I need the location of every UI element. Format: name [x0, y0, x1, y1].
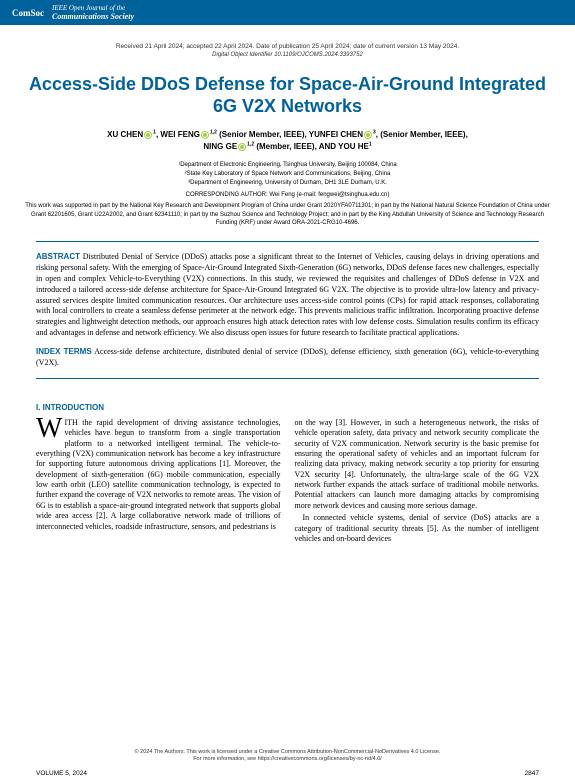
intro-paragraph-1: WITH the rapid development of driving as…: [36, 418, 281, 532]
journal-header: ComSoc IEEE Open Journal of the Communic…: [0, 0, 575, 25]
author-chen: XU CHEN: [107, 130, 143, 139]
intro-paragraph-2: on the way [3]. However, in such a heter…: [295, 418, 540, 512]
index-terms-label: INDEX TERMS: [36, 347, 92, 356]
orcid-icon: [201, 131, 209, 139]
intro-paragraph-3: In connected vehicle systems, denial of …: [295, 513, 540, 544]
journal-name: Communications Society: [52, 12, 134, 21]
abstract-text: Distributed Denial of Service (DDoS) att…: [36, 252, 539, 337]
affiliation-2: ²State Key Laboratory of Space Network a…: [24, 170, 551, 179]
affiliation-3: ³Department of Engineering, University o…: [24, 179, 551, 188]
volume-label: VOLUME 5, 2024: [36, 770, 87, 777]
funding-statement: This work was supported in part by the N…: [24, 202, 551, 227]
affiliations-block: ¹Department of Electronic Engineering, T…: [24, 161, 551, 188]
affiliation-1: ¹Department of Electronic Engineering, T…: [24, 161, 551, 170]
right-column: . on the way [3]. However, in such a het…: [295, 389, 540, 544]
dropcap: W: [36, 418, 64, 440]
abstract-paragraph: ABSTRACT Distributed Denial of Service (…: [36, 252, 539, 338]
license-line-1: © 2024 The Authors. This work is license…: [0, 749, 575, 756]
index-terms-text: Access-side defense architecture, distri…: [36, 347, 539, 367]
abstract-box: ABSTRACT Distributed Denial of Service (…: [36, 241, 539, 379]
paper-title: Access-Side DDoS Defense for Space-Air-G…: [24, 74, 551, 117]
journal-prefix: IEEE Open Journal of the: [52, 4, 125, 12]
abstract-label: ABSTRACT: [36, 252, 80, 261]
body-columns: I. INTRODUCTION WITH the rapid developme…: [36, 389, 539, 544]
orcid-icon: [364, 131, 372, 139]
index-terms-paragraph: INDEX TERMS Access-side defense architec…: [36, 347, 539, 369]
comsoc-logo: ComSoc: [12, 8, 44, 18]
page-number: 2847: [525, 770, 539, 777]
page-footer: VOLUME 5, 2024 2847: [36, 770, 539, 777]
orcid-icon: [238, 143, 246, 151]
license-footer: © 2024 The Authors. This work is license…: [0, 749, 575, 763]
received-dates: Received 21 April 2024; accepted 22 Apri…: [0, 43, 575, 50]
section-1-heading: I. INTRODUCTION: [36, 403, 281, 413]
orcid-icon: [144, 131, 152, 139]
authors-block: XU CHEN1, WEI FENG1,2 (Senior Member, IE…: [24, 129, 551, 153]
author-ge: NING GE: [203, 142, 237, 151]
license-line-2: For more information, see https://creati…: [0, 756, 575, 763]
left-column: I. INTRODUCTION WITH the rapid developme…: [36, 389, 281, 544]
doi: Digital Object Identifier 10.1109/OJCOMS…: [0, 52, 575, 58]
corresponding-author: CORRESPONDING AUTHOR: Wei Feng (e-mail: …: [24, 192, 551, 198]
